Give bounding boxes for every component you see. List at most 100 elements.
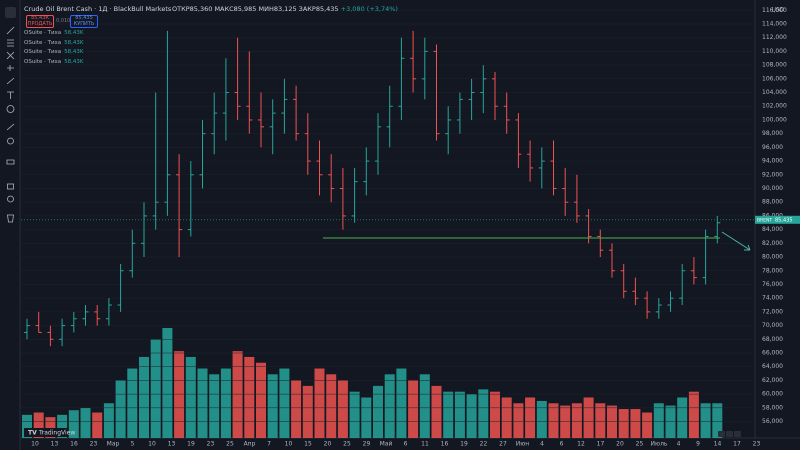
price-tick-label: 92,000 [762, 171, 783, 178]
time-tick-label: 10 [285, 441, 293, 448]
price-tick-label: 76,000 [762, 281, 783, 288]
price-tick-label: 116,000 [762, 7, 787, 14]
indicator-name: OSuite · Тиха [24, 30, 62, 36]
volume-bar [232, 351, 243, 438]
lock-tool[interactable] [7, 183, 14, 190]
volume-bar [642, 412, 653, 438]
emoji-tool[interactable] [6, 105, 15, 113]
time-tick-label: 20 [616, 441, 624, 448]
volume-bar [150, 339, 161, 438]
time-tick-label: 12 [577, 441, 585, 448]
volume-bar [80, 407, 91, 438]
volume-bar [174, 351, 185, 438]
replay-buttons [718, 431, 741, 437]
indicator-row[interactable]: OSuite · Тиха 58,43K [24, 30, 84, 36]
text-tool[interactable] [7, 91, 14, 99]
bars-layer [24, 30, 721, 347]
time-tick-label: 15 [304, 441, 312, 448]
tool-icons [6, 26, 15, 223]
price-tick-label: 64,000 [762, 363, 783, 370]
arrow-drawing[interactable] [721, 231, 751, 251]
volume-bar [443, 391, 454, 438]
price-tick-label: 110,000 [762, 48, 787, 55]
indicator-value: 58,43K [64, 58, 84, 65]
price-tick-label: 68,000 [762, 336, 783, 343]
trendline-tool[interactable] [6, 26, 15, 35]
volume-bar [139, 356, 149, 438]
indicator-row[interactable]: OSuite · Тиха 58,43K [24, 59, 84, 65]
volume-bar [548, 403, 559, 438]
volume-bar [361, 397, 372, 438]
volume-bar [45, 417, 56, 438]
volume-bar [326, 374, 337, 438]
volume-bar [256, 362, 266, 438]
price-tick-label: 74,000 [762, 295, 783, 302]
volume-bar [618, 409, 629, 438]
volume-bar [408, 380, 419, 438]
sell-text: ПРОДАТЬ [27, 20, 53, 27]
ohlc: ОТКР85,360 МАКС85,985 МИН83,125 ЗАКР85,4… [172, 5, 398, 13]
logo: TradingView [38, 430, 75, 437]
last-price-label: 85,435 [775, 217, 793, 223]
price-tick-label: 70,000 [762, 322, 783, 329]
symbol-title: Crude Oil Brent Cash · 1Д · BlackBull Ma… [24, 5, 172, 13]
high-label: МАКС85,985 [214, 5, 257, 13]
time-tick-label: 13 [168, 441, 176, 448]
time-tick-label: 25 [343, 441, 351, 448]
volume-bar [478, 389, 489, 438]
time-tick-label: 25 [636, 441, 644, 448]
volume-bar [396, 368, 407, 438]
forecast-tool[interactable] [7, 65, 14, 71]
volume-bar [209, 374, 220, 438]
time-tick-label: 16 [441, 441, 449, 448]
time-tick-label: 14 [714, 441, 722, 448]
volume-bar [490, 391, 500, 438]
btn-b[interactable] [726, 431, 733, 437]
time-tick-label: 6 [404, 441, 408, 448]
price-tick-label: 100,000 [762, 116, 787, 123]
time-tick-label: 13 [51, 441, 59, 448]
hide-tool[interactable] [7, 195, 14, 203]
volume-bar [583, 397, 594, 438]
cursor-tool[interactable] [5, 7, 16, 18]
fib-tool[interactable] [7, 39, 14, 47]
time-tick-label: 16 [70, 441, 78, 448]
time-tick-label: 23 [207, 441, 215, 448]
volume-bar [103, 403, 114, 438]
indicator-name: OSuite · Тиха [24, 39, 62, 46]
currency: USD [772, 7, 785, 14]
volume-bar [653, 403, 664, 438]
price-tick-label: 62,000 [762, 377, 783, 384]
price-tick-label: 106,000 [762, 75, 787, 82]
indicator-value: 58,43K [64, 30, 84, 36]
indicator-value: 58,43K [64, 39, 84, 46]
price-tick-label: 72,000 [762, 308, 783, 315]
logo-bg [24, 428, 68, 437]
zoom-tool[interactable] [7, 137, 14, 145]
volume-bar [57, 414, 68, 438]
magnet-tool[interactable] [6, 159, 15, 165]
price-tick-label: 114,000 [762, 20, 787, 27]
btn-a[interactable] [718, 431, 725, 437]
btn-c[interactable] [734, 431, 741, 437]
brush-tool[interactable] [6, 77, 15, 85]
volume-bar [220, 368, 231, 438]
sell-button[interactable]: 85,43К ПРОДАТЬ [26, 15, 54, 28]
volume-bar [454, 391, 465, 438]
price-tick-label: 112,000 [762, 34, 787, 41]
trash-tool[interactable] [7, 214, 14, 223]
buy-button[interactable]: 85,435 КУПИТЬ [70, 15, 98, 28]
volume-bar [595, 403, 606, 438]
time-tick-label: 22 [480, 441, 488, 448]
price-tick-label: 104,000 [762, 89, 787, 96]
time-tick-label: 10 [148, 441, 156, 448]
price-tick-label: 66,000 [762, 350, 783, 357]
indicator-row[interactable]: OSuite · Тиха 58,43K [24, 40, 84, 46]
ruler-tool[interactable] [6, 123, 15, 131]
volume-bar [501, 397, 512, 438]
price-tick-label: 58,000 [762, 404, 783, 411]
last-price-tag [755, 215, 800, 224]
pattern-tool[interactable] [6, 51, 15, 60]
indicator-row[interactable]: OSuite · Тиха 58,43K [24, 49, 84, 55]
